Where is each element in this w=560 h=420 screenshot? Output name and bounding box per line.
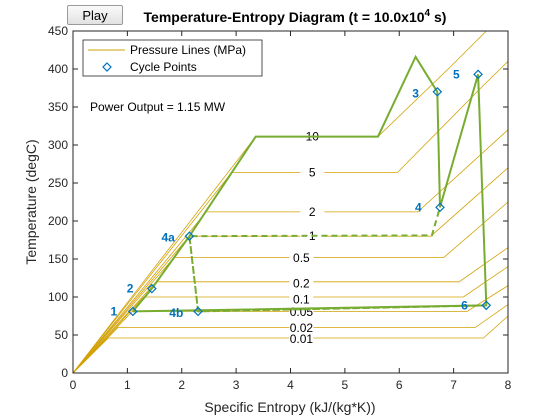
legend-cycle-marker — [102, 62, 112, 72]
cycle-point-marker — [481, 300, 492, 311]
legend-cycle-label: Cycle Points — [130, 60, 197, 74]
pressure-label-bg — [289, 321, 314, 335]
cycle-point-marker — [146, 283, 157, 294]
pressure-label-bg — [289, 251, 314, 265]
play-button[interactable]: Play — [67, 5, 123, 25]
cycle-point-label: 4a — [161, 231, 175, 245]
pressure-label: 0.2 — [293, 276, 310, 290]
pressure-label: 0.02 — [290, 321, 314, 335]
pressure-label-bg — [289, 276, 314, 290]
legend: Pressure Lines (MPa) Cycle Points — [82, 39, 263, 77]
cycle-point-label: 6 — [461, 298, 468, 312]
cycle-point-marker — [184, 231, 195, 242]
pressure-label: 2 — [309, 205, 316, 219]
pressure-label-bg — [289, 331, 314, 345]
cycle-point-label: 1 — [110, 304, 117, 318]
pressure-label-bg — [289, 292, 314, 306]
pressure-label: 0.5 — [293, 251, 310, 265]
y-tick-label: 450 — [48, 24, 68, 38]
x-tick-label: 0 — [70, 378, 77, 392]
x-tick-label: 1 — [124, 378, 131, 392]
cycle-point-label: 3 — [412, 86, 419, 100]
power-output-annotation: Power Output = 1.15 MW — [90, 100, 226, 114]
pressure-label: 0.01 — [290, 332, 314, 346]
pressure-label-bg — [300, 165, 325, 179]
x-tick-label: 4 — [287, 378, 294, 392]
legend-pressure-label: Pressure Lines (MPa) — [130, 43, 246, 57]
pressure-label: 5 — [309, 165, 316, 179]
reheat-path — [188, 207, 487, 313]
x-tick-label: 5 — [342, 378, 349, 392]
y-tick-label: 400 — [48, 62, 68, 76]
pressure-label: 0.1 — [293, 292, 310, 306]
y-tick-label: 100 — [48, 290, 68, 304]
y-axis-label: Temperature (degC) — [23, 139, 39, 264]
x-tick-label: 6 — [396, 378, 403, 392]
y-tick-label: 0 — [61, 366, 68, 380]
x-tick-label: 7 — [450, 378, 457, 392]
y-tick-label: 350 — [48, 100, 68, 114]
x-axis-label: Specific Entropy (kJ/(kg*K)) — [204, 399, 375, 415]
x-tick-label: 2 — [178, 378, 185, 392]
x-tick-label: 8 — [505, 378, 512, 392]
cycle-point-marker — [432, 86, 443, 97]
cycle-lines — [132, 54, 488, 313]
y-tick-label: 200 — [48, 214, 68, 228]
pressure-label: 0.05 — [290, 305, 314, 319]
chart-title: Temperature-Entropy Diagram (t = 10.0x10… — [144, 8, 447, 25]
cycle-point-label: 5 — [453, 67, 460, 81]
cycle-point-label: 4 — [415, 200, 422, 214]
cycle-point-marker — [193, 306, 203, 317]
x-tick-label: 3 — [233, 378, 240, 392]
pressure-label-bg — [300, 204, 325, 218]
cycle-point-label: 2 — [127, 282, 134, 296]
cycle-point-marker — [127, 306, 138, 317]
y-tick-label: 50 — [55, 328, 69, 342]
cycle-path — [132, 54, 488, 313]
y-tick-label: 300 — [48, 138, 68, 152]
y-tick-label: 250 — [48, 176, 68, 190]
pressure-line-5 — [72, 61, 509, 374]
cycle-point-marker — [473, 69, 483, 80]
cycle-point-marker — [435, 202, 445, 213]
cycle-point-label: 4b — [169, 306, 183, 320]
y-tick-label: 150 — [48, 252, 68, 266]
